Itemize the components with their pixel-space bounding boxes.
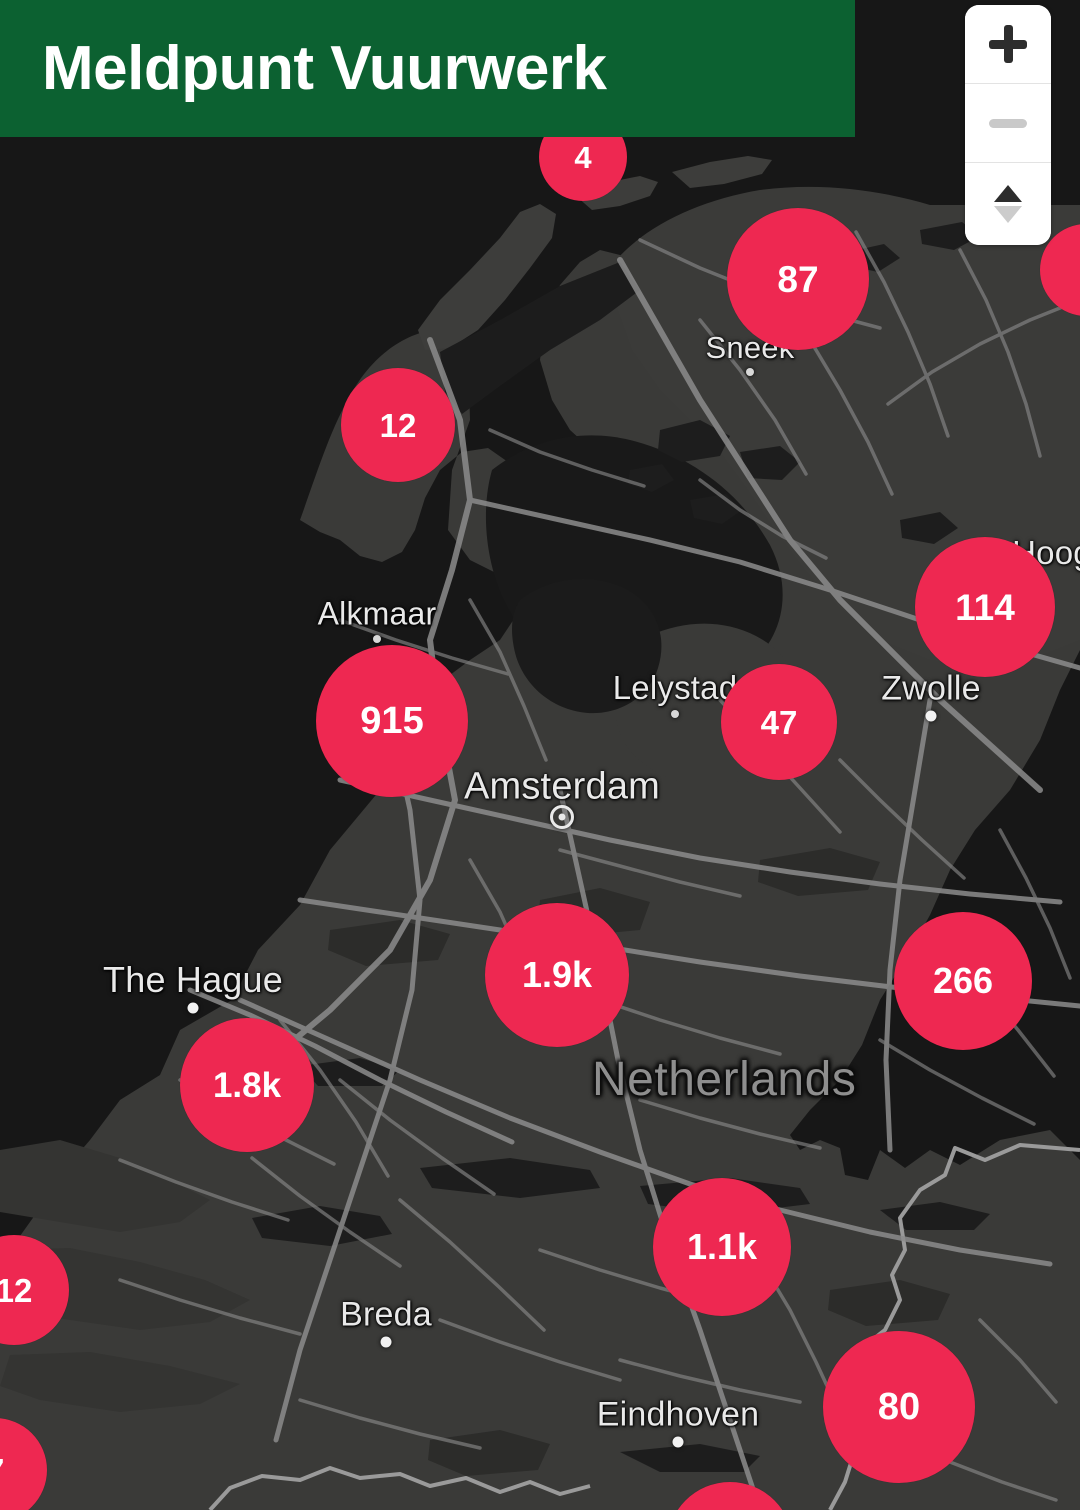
cluster-marker-count: 114 [955, 586, 1015, 628]
city-marker-dot [671, 709, 679, 718]
cluster-marker[interactable]: 915 [316, 645, 468, 797]
cluster-marker[interactable]: 47 [721, 664, 837, 780]
city-marker-dot [550, 804, 574, 829]
city-marker-dot [672, 1436, 684, 1448]
cluster-marker-count: 266 [932, 960, 994, 1001]
page-title: Meldpunt Vuurwerk [42, 34, 607, 103]
cluster-marker[interactable]: 12 [341, 368, 455, 482]
cluster-marker-count: 915 [360, 700, 424, 742]
map-markermeer [512, 578, 662, 714]
cluster-marker[interactable]: 1.8k [180, 1018, 314, 1152]
cluster-marker-count: 1.8k [212, 1065, 282, 1105]
cluster-marker-count: 12 [379, 406, 417, 444]
cluster-marker[interactable]: 87 [727, 208, 869, 350]
cluster-marker-count: 7 [0, 1454, 4, 1487]
triangle-down-icon[interactable] [994, 206, 1022, 223]
map-zeeland-3 [0, 1352, 240, 1412]
map-border-line-south [208, 1466, 591, 1510]
cluster-marker-count: 1.1k [686, 1226, 758, 1267]
map-island-texel [418, 204, 556, 350]
cluster-marker-count: 12 [0, 1271, 33, 1309]
city-marker-dot [746, 368, 754, 377]
zoom-out-button[interactable] [965, 83, 1051, 162]
zoom-in-button[interactable] [965, 5, 1051, 83]
cluster-marker[interactable]: 1.9k [485, 903, 629, 1047]
app-header-banner: Meldpunt Vuurwerk [0, 0, 855, 137]
tilt-control[interactable] [965, 162, 1051, 245]
cluster-marker[interactable]: 1.1k [653, 1178, 791, 1316]
cluster-marker-count: 4 [574, 139, 592, 175]
cluster-marker-count: 1.9k [521, 954, 593, 995]
cluster-marker-count: 80 [877, 1386, 921, 1428]
map-zoom-control[interactable] [965, 5, 1051, 245]
map-island-terschelling [672, 156, 772, 188]
cluster-marker[interactable]: 266 [894, 912, 1032, 1050]
city-marker-dot [925, 710, 937, 722]
city-marker-dot [187, 1002, 199, 1014]
plus-icon-vertical [1003, 25, 1013, 63]
city-marker-dot [373, 634, 381, 643]
triangle-up-icon[interactable] [994, 185, 1022, 202]
cluster-marker-count: 47 [760, 703, 798, 741]
map-waddenzee [440, 262, 640, 414]
cluster-marker-count: 87 [777, 258, 819, 300]
map-zeeland [0, 1140, 210, 1232]
cluster-marker[interactable]: 114 [915, 537, 1055, 677]
city-marker-dot [380, 1336, 392, 1348]
minus-icon [989, 118, 1027, 128]
cluster-marker[interactable]: 80 [823, 1331, 975, 1483]
map-island-vlieland [576, 176, 658, 210]
